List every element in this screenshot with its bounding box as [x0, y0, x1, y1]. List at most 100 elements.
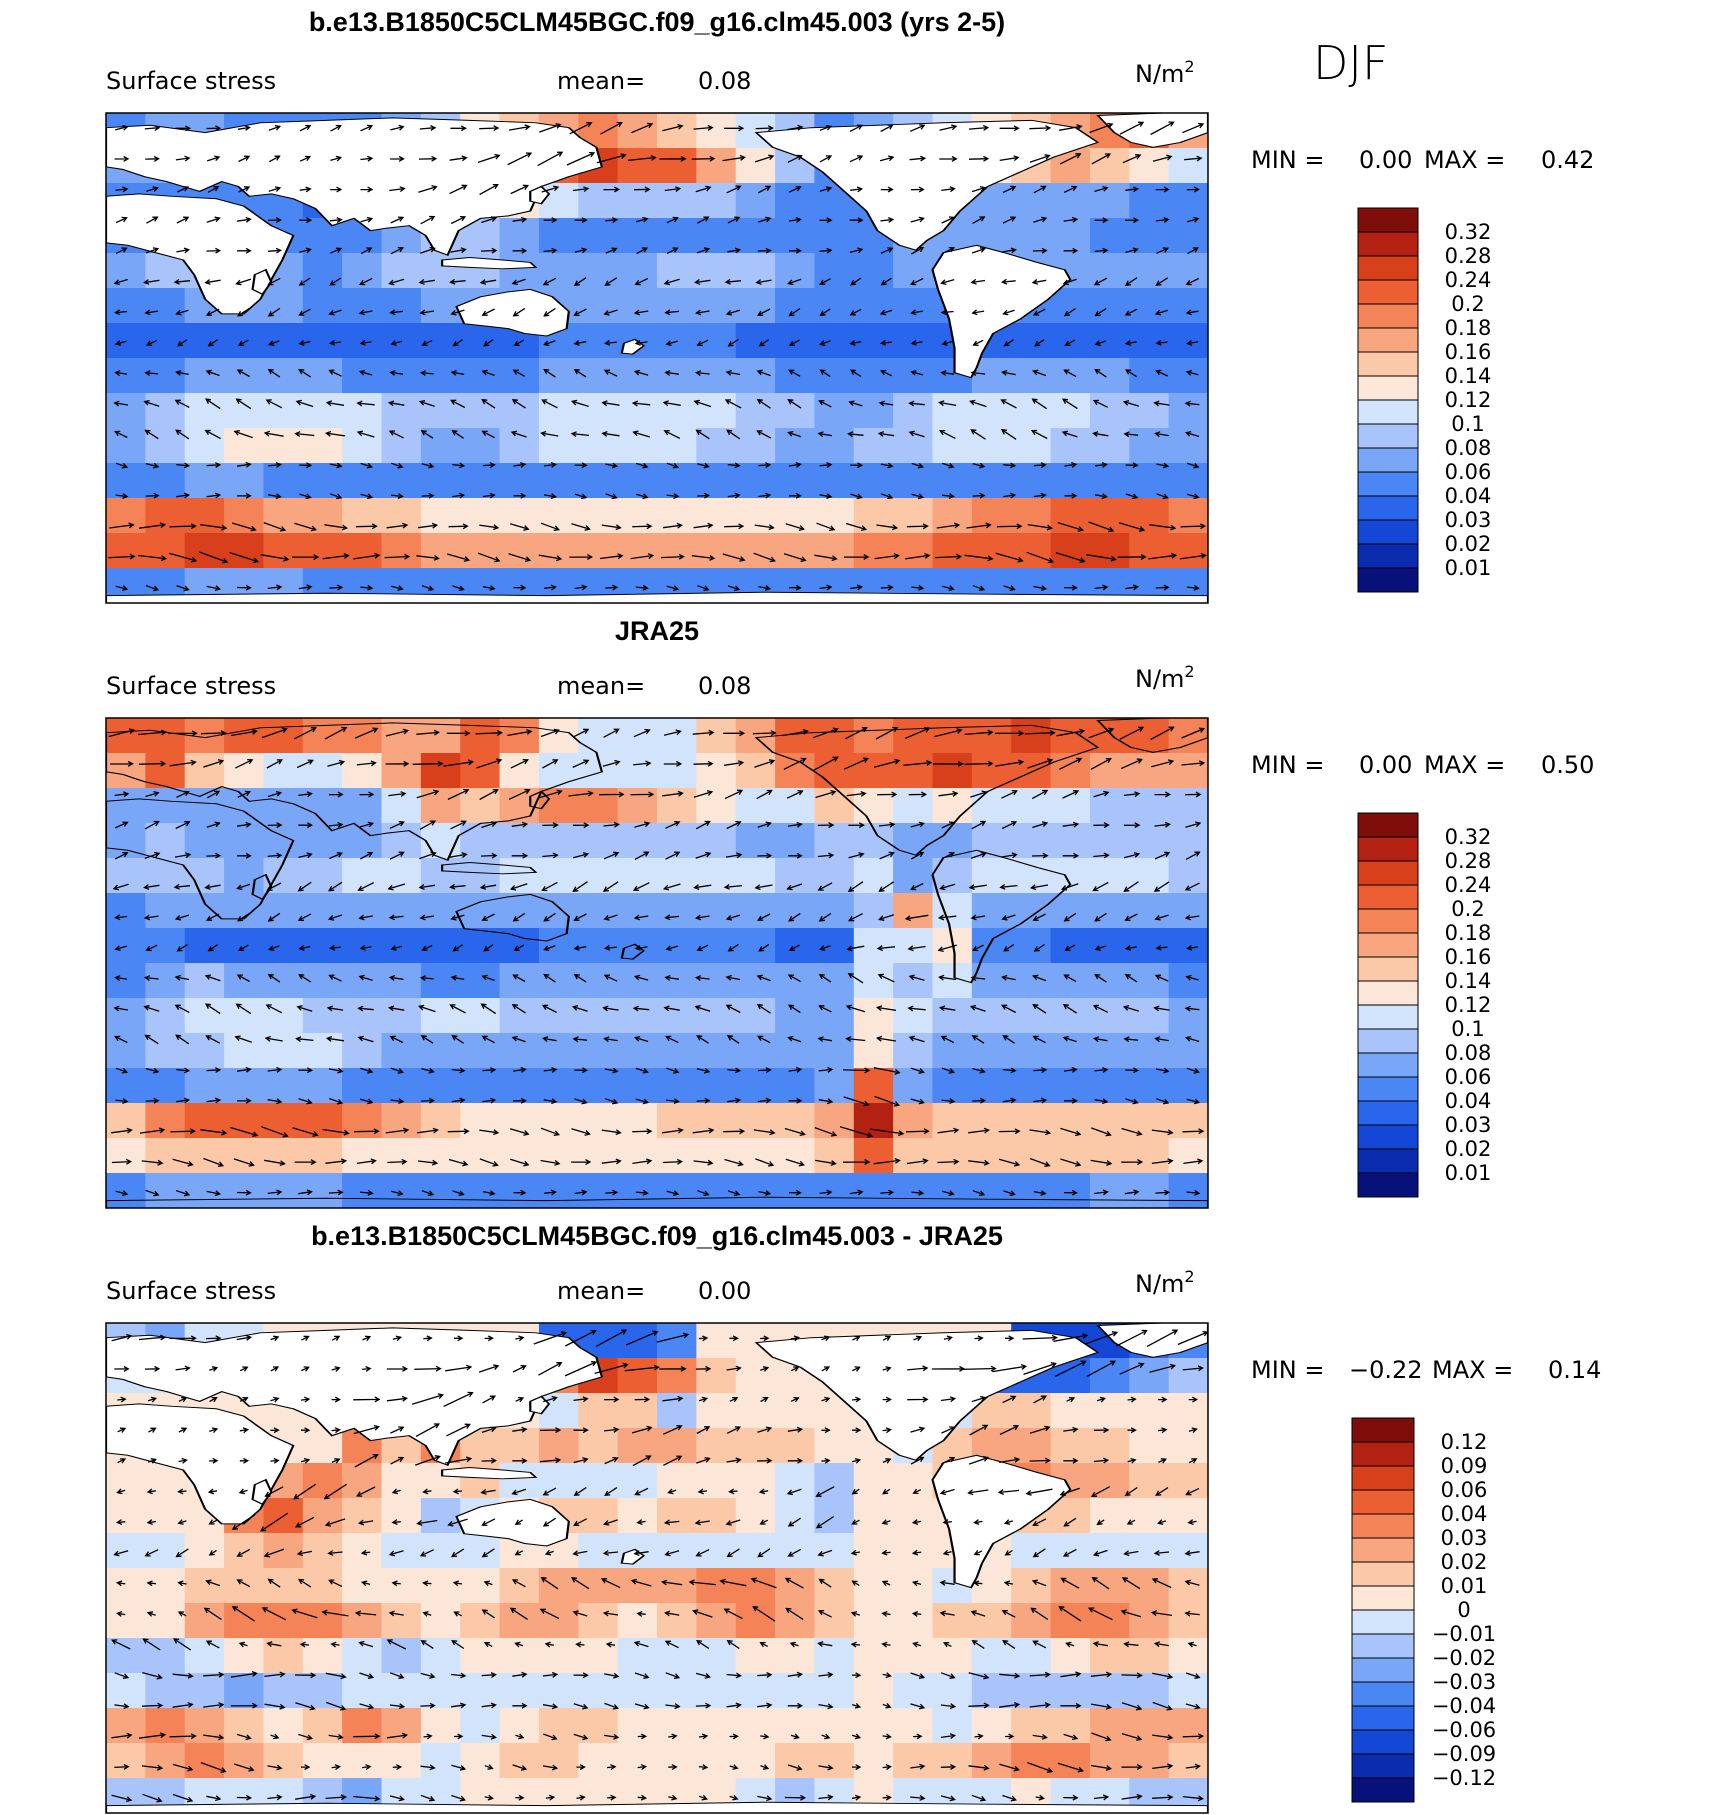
stress-vector-arrow	[481, 1518, 496, 1527]
stress-vector-arrow	[603, 944, 617, 951]
stress-vector-arrow	[1064, 1066, 1078, 1073]
stress-vector-arrow	[328, 881, 343, 892]
stress-vector-arrow	[1022, 1334, 1058, 1341]
stress-vector-arrow	[845, 1036, 866, 1042]
stress-vector-arrow	[727, 338, 739, 347]
field-cell	[302, 998, 343, 1034]
stress-vector-arrow	[443, 1391, 474, 1407]
stress-vector-arrow	[268, 186, 282, 192]
stress-vector-arrow	[230, 1670, 258, 1678]
field-cell	[735, 323, 776, 359]
stress-vector-arrow	[418, 155, 438, 162]
stress-vector-arrow	[940, 370, 955, 376]
stress-vector-arrow	[449, 883, 466, 890]
colorbar-tick-label: 0.18	[1445, 316, 1492, 340]
stress-vector-arrow	[357, 1035, 374, 1043]
field-cell	[893, 1603, 934, 1639]
stress-vector-arrow	[452, 492, 466, 499]
stress-vector-arrow	[1063, 1457, 1079, 1464]
colorbar-swatch	[1357, 207, 1419, 233]
stress-vector-arrow	[881, 1610, 891, 1617]
stress-vector-arrow	[263, 430, 284, 437]
field-cell	[381, 358, 422, 394]
stress-vector-arrow	[1091, 153, 1112, 165]
stress-vector-arrow	[695, 1549, 710, 1557]
stress-vector-arrow	[200, 730, 227, 736]
field-cell	[538, 858, 579, 894]
field-cell	[932, 1638, 973, 1674]
stress-vector-arrow	[544, 1189, 557, 1196]
field-cell	[932, 463, 973, 499]
stress-vector-arrow	[1063, 247, 1079, 254]
stress-vector-arrow	[729, 1764, 739, 1770]
stress-vector-arrow	[725, 914, 741, 921]
field-cell	[1011, 1743, 1052, 1779]
stress-vector-arrow	[146, 1488, 156, 1495]
field-cell	[263, 533, 304, 569]
field-cell	[145, 1033, 186, 1069]
stress-vector-arrow	[451, 1035, 464, 1044]
stress-vector-arrow	[114, 309, 128, 316]
stress-vector-arrow	[604, 1098, 619, 1105]
stress-vector-arrow	[573, 945, 587, 951]
field-cell	[145, 1498, 186, 1534]
stress-vector-arrow	[697, 492, 711, 499]
stress-vector-arrow	[539, 1427, 562, 1434]
field-cell	[1168, 823, 1208, 859]
field-cell	[1089, 1498, 1130, 1534]
stress-vector-arrow	[879, 309, 893, 316]
stress-vector-arrow	[1031, 398, 1048, 410]
stress-vector-arrow	[814, 554, 838, 562]
field-cell	[617, 823, 658, 859]
stress-vector-arrow	[1121, 1764, 1143, 1770]
stress-vector-arrow	[1094, 912, 1107, 922]
field-cell	[1129, 148, 1170, 184]
field-cell	[460, 1603, 501, 1639]
stress-vector-arrow	[942, 1549, 952, 1556]
stress-vector-arrow	[1182, 1128, 1205, 1135]
field-cell	[696, 858, 737, 894]
stress-vector-arrow	[817, 1036, 833, 1043]
stress-vector-arrow	[513, 584, 527, 591]
stress-vector-arrow	[331, 1427, 341, 1434]
stress-vector-arrow	[540, 1576, 559, 1590]
stress-vector-arrow	[942, 585, 955, 592]
field-cell	[814, 718, 855, 754]
field-cell	[1011, 718, 1052, 754]
stress-vector-arrow	[696, 1457, 711, 1464]
mean-label: mean=	[557, 672, 645, 700]
stress-vector-arrow	[574, 1067, 589, 1074]
stress-vector-arrow	[359, 791, 375, 798]
stress-vector-arrow	[756, 1003, 771, 1014]
field-cell	[263, 1743, 304, 1779]
stress-vector-arrow	[851, 1519, 860, 1525]
field-cell	[578, 718, 619, 754]
stress-vector-arrow	[1033, 1190, 1047, 1196]
stress-vector-arrow	[631, 400, 651, 407]
colorbar-tick-label: 0.28	[1445, 244, 1492, 268]
stress-vector-arrow	[322, 552, 350, 560]
field-cell	[696, 1673, 737, 1709]
units-label: N/m2	[1135, 1267, 1195, 1298]
field-cell	[145, 1743, 186, 1779]
stress-vector-arrow	[385, 760, 410, 767]
stress-vector-arrow	[1158, 1427, 1168, 1434]
stress-vector-arrow	[483, 944, 494, 952]
stress-vector-arrow	[756, 789, 773, 800]
field-cell	[538, 753, 579, 789]
stress-vector-arrow	[540, 728, 560, 738]
stress-vector-arrow	[270, 1366, 280, 1372]
stress-vector-arrow	[237, 790, 252, 798]
field-cell	[224, 1743, 265, 1779]
field-cell	[263, 1603, 304, 1639]
stress-vector-arrow	[146, 1519, 156, 1526]
field-cell	[263, 1568, 304, 1604]
stress-vector-arrow	[205, 913, 220, 921]
stress-vector-arrow	[972, 216, 986, 224]
stress-vector-arrow	[665, 1035, 679, 1044]
stress-vector-arrow	[1123, 852, 1141, 859]
stress-vector-arrow	[235, 1003, 252, 1015]
stress-vector-arrow	[172, 1793, 194, 1803]
stress-vector-arrow	[420, 1702, 436, 1709]
stress-vector-arrow	[818, 1098, 834, 1105]
